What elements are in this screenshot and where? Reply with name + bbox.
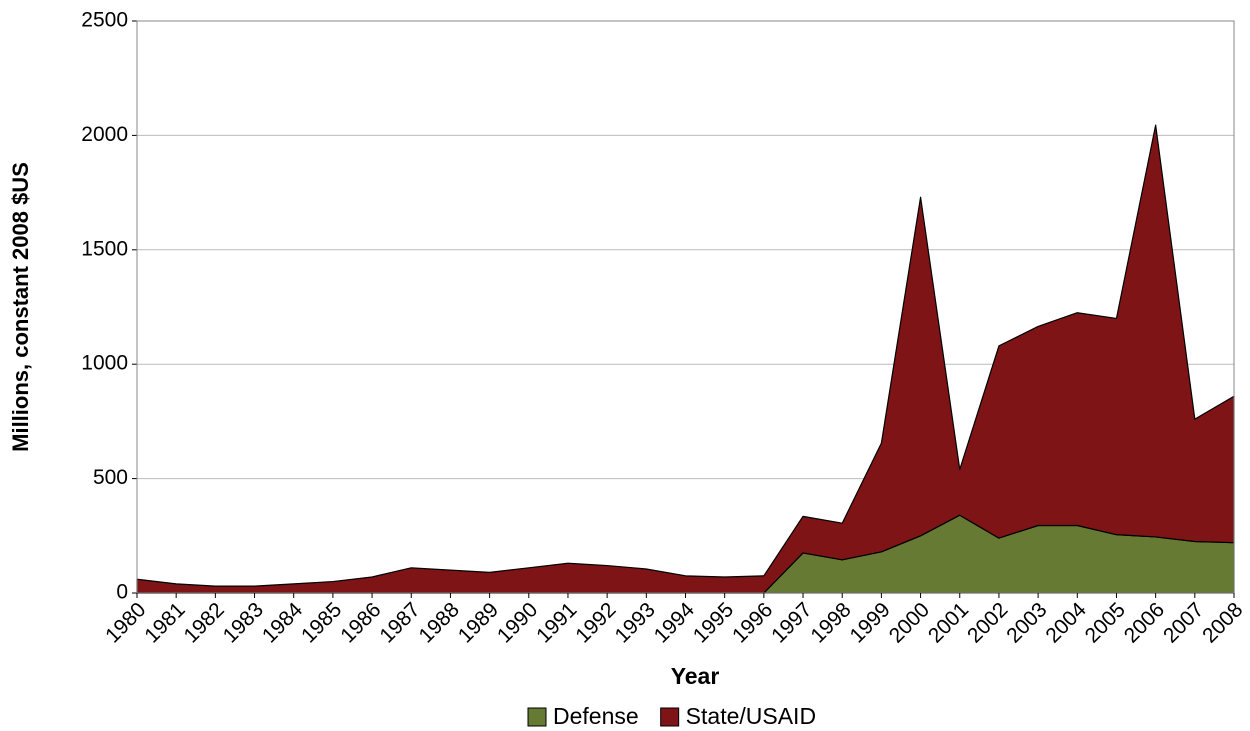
legend-swatch xyxy=(660,707,680,727)
x-tick-label: 1989 xyxy=(454,598,503,647)
x-tick-label: 2003 xyxy=(1002,598,1051,647)
x-tick-label: 1992 xyxy=(571,598,620,647)
x-tick-label: 2008 xyxy=(1198,598,1247,647)
y-axis-title: Millions, constant 2008 $US xyxy=(8,162,33,452)
x-tick-label: 1986 xyxy=(336,598,385,647)
x-tick-label: 1981 xyxy=(140,598,189,647)
x-tick-label: 1985 xyxy=(297,598,346,647)
x-tick-label: 1982 xyxy=(180,598,229,647)
x-tick-label: 1988 xyxy=(415,598,464,647)
x-tick-label: 2001 xyxy=(924,598,973,647)
x-tick-label: 1996 xyxy=(728,598,777,647)
x-tick-label: 1998 xyxy=(806,598,855,647)
y-tick-label: 0 xyxy=(116,581,128,604)
x-tick-label: 1997 xyxy=(767,598,816,647)
x-tick-label: 2004 xyxy=(1041,598,1091,648)
legend-swatch xyxy=(527,707,547,727)
x-tick-label: 1995 xyxy=(689,598,738,647)
x-tick-label: 1980 xyxy=(101,598,150,647)
x-tick-label: 1983 xyxy=(219,598,268,647)
x-tick-label: 1991 xyxy=(532,598,581,647)
area xyxy=(136,124,1235,594)
x-tick-label: 2006 xyxy=(1120,598,1169,647)
y-tick-label: 2000 xyxy=(81,123,128,146)
legend-label: Defense xyxy=(553,703,639,729)
x-tick-label: 1993 xyxy=(610,598,659,647)
x-tick-label: 1984 xyxy=(258,598,308,648)
y-tick-label: 1500 xyxy=(81,237,128,260)
legend-label: State/USAID xyxy=(686,703,816,729)
y-tick-label: 500 xyxy=(93,466,128,489)
y-tick-label: 1000 xyxy=(81,352,128,375)
x-tick-label: 1990 xyxy=(493,598,542,647)
x-tick-label: 2007 xyxy=(1159,598,1208,647)
x-tick-label: 2005 xyxy=(1081,598,1130,647)
x-tick-label: 1999 xyxy=(846,598,895,647)
x-tick-label: 1987 xyxy=(375,598,424,647)
y-tick-label: 2500 xyxy=(81,9,128,32)
x-tick-label: 1994 xyxy=(650,598,700,648)
x-tick-label: 2000 xyxy=(885,598,934,647)
x-tick-label: 2002 xyxy=(963,598,1012,647)
x-axis-title: Year xyxy=(671,663,720,689)
